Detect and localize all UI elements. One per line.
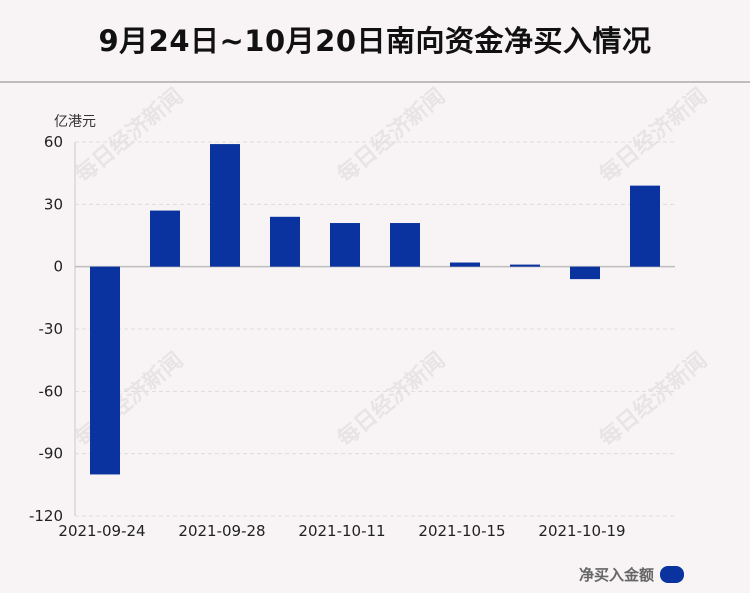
- bar: [210, 144, 240, 267]
- y-axis-unit-label: 亿港元: [54, 114, 96, 130]
- x-tick-label: 2021-10-19: [538, 522, 625, 540]
- bar: [570, 266, 600, 280]
- bar: [450, 262, 480, 267]
- x-tick-label: 2021-10-15: [418, 522, 505, 540]
- x-tick-labels: 2021-09-24 2021-09-28 2021-10-11 2021-10-15…: [58, 522, 625, 540]
- y-tick-label: 0: [53, 258, 63, 276]
- bar: [390, 223, 420, 267]
- y-tick-labels: 60 30 0 -30 -60 -90 -120: [29, 133, 63, 525]
- bar: [330, 223, 360, 267]
- bar: [150, 210, 180, 267]
- bar: [630, 185, 660, 267]
- legend: 净买入金额: [579, 564, 684, 585]
- y-tick-label: 30: [44, 195, 63, 213]
- x-tick-label: 2021-09-24: [58, 522, 145, 540]
- y-tick-label: -60: [39, 382, 64, 400]
- bar: [90, 266, 120, 475]
- bar: [270, 216, 300, 267]
- gridlines: [75, 141, 675, 517]
- y-tick-label: 60: [44, 133, 63, 151]
- y-tick-label: -90: [39, 445, 64, 463]
- bars: [90, 144, 660, 475]
- legend-swatch: [660, 566, 684, 583]
- chart-title: 9月24日~10月20日南向资金净买入情况: [98, 24, 652, 58]
- bar: [510, 264, 540, 267]
- axes: [74, 142, 675, 516]
- x-tick-label: 2021-09-28: [178, 522, 265, 540]
- y-tick-label: -30: [39, 320, 64, 338]
- title-divider: [0, 81, 750, 83]
- y-tick-label: -120: [29, 507, 63, 525]
- legend-label: 净买入金额: [578, 566, 654, 584]
- x-tick-label: 2021-10-11: [298, 522, 385, 540]
